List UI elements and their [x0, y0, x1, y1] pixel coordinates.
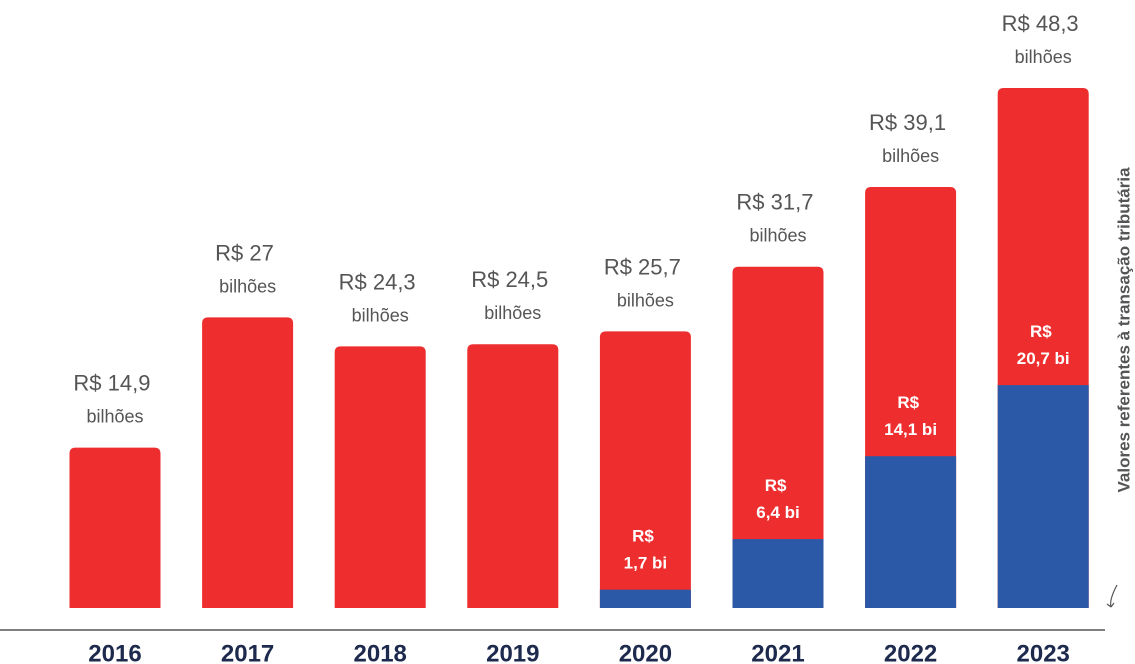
- x-tick-label: 2021: [751, 640, 804, 664]
- value-label: R$ 24,3 bilhões: [339, 269, 422, 325]
- label-line: R$: [632, 527, 658, 546]
- bar-segment: [732, 539, 824, 608]
- bar: [334, 346, 426, 608]
- value-label: R$ 14,1 bi: [884, 394, 937, 440]
- bar-segment: [997, 385, 1089, 608]
- value-label: R$ 48,3 bilhões: [1002, 11, 1085, 67]
- label-line: bilhões: [219, 276, 276, 296]
- x-tick-label: 2016: [88, 640, 141, 664]
- label-line: 6,4 bi: [756, 504, 799, 523]
- label-line: 1,7 bi: [624, 554, 667, 573]
- annotation: Valores referentes à transação tributári…: [1114, 167, 1133, 493]
- label-line: bilhões: [86, 406, 143, 426]
- label-line: R$ 39,1: [869, 110, 952, 135]
- label-line: 20,7 bi: [1017, 350, 1070, 369]
- annotation-arrow: [1106, 584, 1118, 608]
- value-label: R$ 27 bilhões: [215, 240, 280, 296]
- x-tick-label: 2017: [221, 640, 274, 664]
- bar-segment: [599, 589, 691, 608]
- x-tick-label: 2018: [354, 640, 407, 664]
- x-tick-label: 2022: [884, 640, 937, 664]
- value-label: R$ 24,5 bilhões: [471, 267, 554, 323]
- bar: [69, 447, 161, 608]
- value-label: R$ 25,7 bilhões: [604, 254, 687, 310]
- label-line: bilhões: [352, 305, 409, 325]
- label-line: bilhões: [749, 225, 806, 245]
- value-label: R$ 31,7 bilhões: [736, 190, 819, 246]
- value-label: R$ 14,9 bilhões: [73, 370, 156, 426]
- bar: [202, 317, 294, 608]
- x-tick-label: 2019: [486, 640, 539, 664]
- label-line: R$: [765, 477, 791, 496]
- bar-segment: [865, 456, 957, 608]
- value-label: R$ 20,7 bi: [1017, 323, 1070, 369]
- bar: [467, 344, 559, 608]
- label-line: 14,1 bi: [884, 421, 937, 440]
- value-label: R$ 6,4 bi: [756, 477, 799, 523]
- label-line: bilhões: [617, 290, 674, 310]
- value-label: R$ 39,1 bilhões: [869, 110, 952, 166]
- label-line: R$ 24,5: [471, 267, 554, 292]
- bar: [732, 266, 824, 608]
- label-line: bilhões: [484, 303, 541, 323]
- label-line: R$ 27: [215, 240, 280, 265]
- label-line: R$ 25,7: [604, 254, 687, 279]
- bar: [599, 331, 691, 608]
- x-tick-label: 2020: [619, 640, 672, 664]
- label-line: R$ 48,3: [1002, 11, 1085, 36]
- label-line: R$ 31,7: [736, 190, 819, 215]
- label-line: bilhões: [882, 146, 939, 166]
- label-line: R$ 14,9: [73, 370, 156, 395]
- x-tick-label: 2023: [1017, 640, 1070, 664]
- label-line: R$: [897, 394, 923, 413]
- label-line: bilhões: [1015, 47, 1072, 67]
- label-line: R$ 24,3: [339, 269, 422, 294]
- label-line: R$: [1030, 323, 1056, 342]
- value-label: R$ 1,7 bi: [624, 527, 667, 573]
